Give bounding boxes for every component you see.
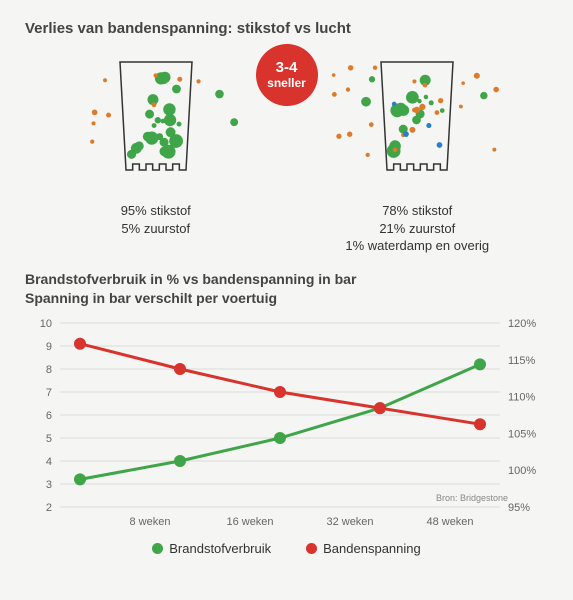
svg-text:100%: 100% (508, 466, 536, 478)
speed-badge: 3-4 sneller (256, 44, 318, 106)
svg-text:32 weken: 32 weken (326, 516, 373, 528)
svg-text:105%: 105% (508, 429, 536, 441)
tire-right-block: 78% stikstof21% zuurstof1% waterdamp en … (297, 52, 537, 255)
tires-row: 3-4 sneller 95% stikstof5% zuurstof 78% … (25, 52, 548, 255)
tire-right-labels: 78% stikstof21% zuurstof1% waterdamp en … (345, 202, 489, 255)
legend-dot (152, 543, 163, 554)
svg-text:95%: 95% (508, 502, 530, 514)
chart-source: Bron: Bridgestone (436, 493, 508, 503)
top-title: Verlies van bandenspanning: stikstof vs … (25, 20, 548, 37)
svg-text:4: 4 (46, 456, 52, 468)
tire-label: 95% stikstof (121, 202, 191, 220)
svg-text:9: 9 (46, 341, 52, 353)
chart-section: Brandstofverbruik in % vs bandenspanning… (25, 270, 548, 557)
svg-text:16 weken: 16 weken (226, 516, 273, 528)
legend-dot (306, 543, 317, 554)
chart-wrap: 2 3 4 5 6 7 8 9 10 95% 100% 105% 110% 115% 120% 8 weken… (25, 315, 548, 535)
svg-text:8 weken: 8 weken (130, 516, 171, 528)
tire-label: 1% waterdamp en overig (345, 237, 489, 255)
chart-title-line1: Brandstofverbruik in % vs bandenspanning… (25, 270, 548, 289)
svg-text:2: 2 (46, 502, 52, 514)
legend-label: Brandstofverbruik (169, 541, 271, 556)
legend-item: Brandstofverbruik (152, 541, 271, 556)
badge-line2: sneller (267, 77, 306, 90)
legend-label: Bandenspanning (323, 541, 421, 556)
tire-left-svg (66, 52, 246, 192)
chart-title-line2: Spanning in bar verschilt per voertuig (25, 289, 548, 308)
svg-text:115%: 115% (508, 355, 536, 367)
tire-label: 5% zuurstof (121, 220, 191, 238)
tire-label: 21% zuurstof (345, 220, 489, 238)
badge-line1: 3-4 (276, 60, 298, 77)
svg-text:7: 7 (46, 387, 52, 399)
tire-left-block: 95% stikstof5% zuurstof (36, 52, 276, 237)
tire-label: 78% stikstof (345, 202, 489, 220)
svg-text:3: 3 (46, 479, 52, 491)
chart-title: Brandstofverbruik in % vs bandenspanning… (25, 270, 548, 308)
legend: Brandstofverbruik Bandenspanning (25, 541, 548, 556)
tire-right-svg (327, 52, 507, 192)
svg-text:10: 10 (40, 318, 52, 330)
svg-text:6: 6 (46, 410, 52, 422)
tire-left-labels: 95% stikstof5% zuurstof (121, 202, 191, 237)
svg-text:110%: 110% (508, 392, 536, 404)
svg-text:5: 5 (46, 433, 52, 445)
svg-text:48 weken: 48 weken (426, 516, 473, 528)
legend-item: Bandenspanning (306, 541, 421, 556)
svg-text:8: 8 (46, 364, 52, 376)
svg-text:120%: 120% (508, 318, 536, 330)
